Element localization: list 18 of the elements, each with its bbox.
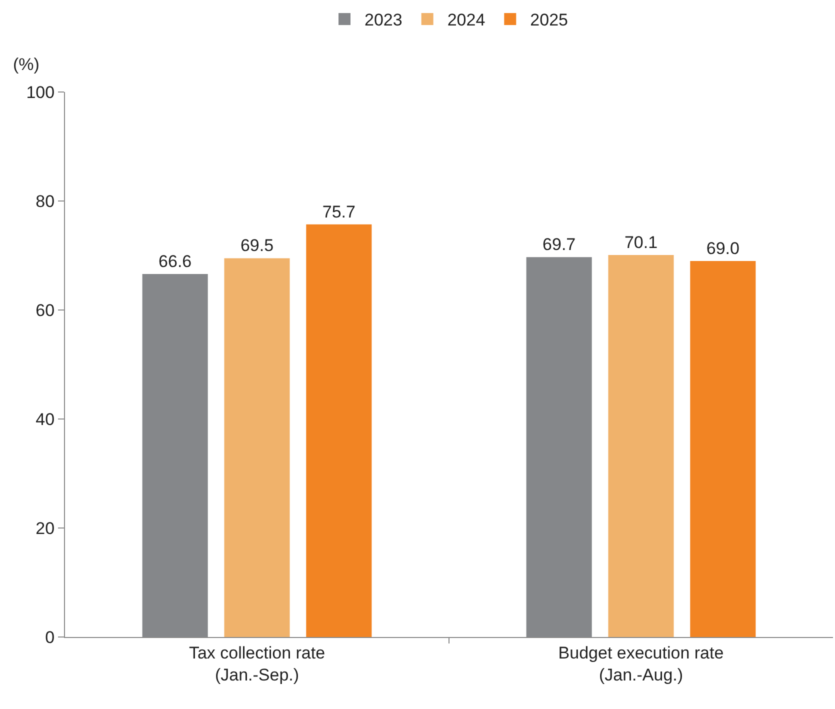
y-tick-label: 0 xyxy=(45,628,55,647)
legend-label: 2025 xyxy=(530,10,568,30)
y-tick-label: 60 xyxy=(36,300,55,320)
y-tick-label: 20 xyxy=(36,518,55,538)
text: 75.7 xyxy=(322,202,356,222)
text: 70.1 xyxy=(624,232,658,252)
text: 69.0 xyxy=(706,238,740,258)
y-tick-label: 40 xyxy=(36,410,55,429)
y-axis-title: (%) xyxy=(13,55,40,74)
legend-label: 2023 xyxy=(364,10,402,30)
text: 69.7 xyxy=(542,235,576,254)
text: 69.5 xyxy=(240,236,274,256)
x-tick-label: Tax collection rate (Jan.-Sep.) xyxy=(188,643,326,684)
legend-label: 2024 xyxy=(447,10,486,30)
x-tick-label: Budget execution rate (Jan.-Aug.) xyxy=(558,643,724,684)
y-tick-label: 80 xyxy=(36,192,55,211)
y-tick-label: 100 xyxy=(26,82,55,102)
text: 66.6 xyxy=(158,252,192,272)
